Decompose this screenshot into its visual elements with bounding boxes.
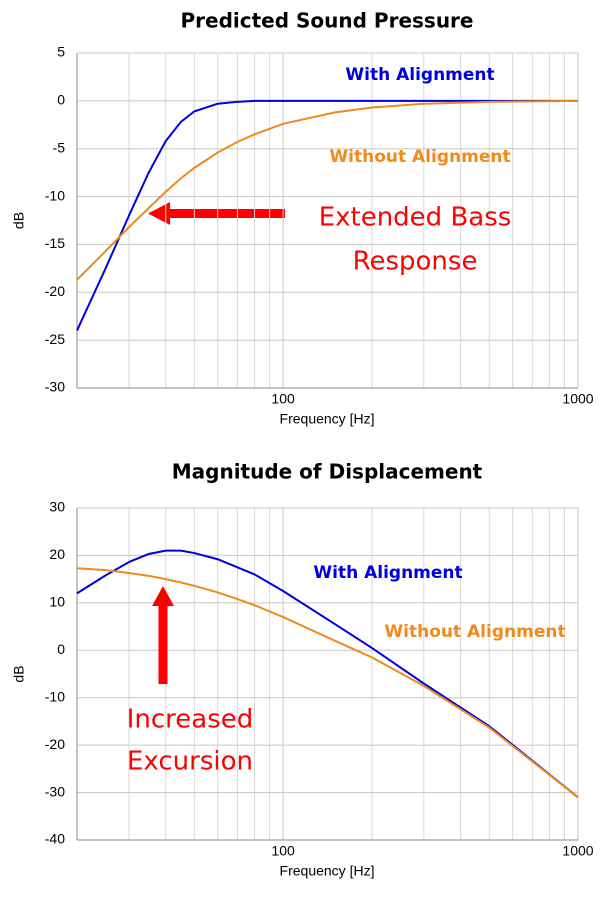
annotation: Increased bbox=[127, 705, 254, 735]
x-axis-label: Frequency [Hz] bbox=[280, 411, 375, 427]
y-tick-label: 0 bbox=[57, 92, 65, 108]
series-line bbox=[76, 549, 579, 799]
y-tick-label: -20 bbox=[45, 283, 65, 299]
legend-label: Without Alignment bbox=[384, 622, 565, 642]
y-tick-label: -25 bbox=[45, 331, 65, 347]
arrow-head bbox=[148, 202, 170, 225]
chart-title: Predicted Sound Pressure bbox=[181, 9, 474, 33]
series-line bbox=[76, 99, 578, 331]
legend-label: Without Alignment bbox=[329, 147, 510, 167]
y-tick-label: 10 bbox=[49, 594, 65, 610]
y-tick-label: 30 bbox=[49, 499, 65, 515]
annotation: Extended Bass bbox=[319, 203, 512, 233]
y-tick-label: 5 bbox=[57, 44, 65, 60]
y-tick-label: -5 bbox=[53, 139, 66, 155]
chart-title: Magnitude of Displacement bbox=[172, 460, 483, 484]
y-tick-label: -15 bbox=[45, 235, 65, 251]
x-axis-label: Frequency [Hz] bbox=[280, 863, 375, 879]
y-axis-label: dB bbox=[11, 212, 27, 229]
arrow bbox=[158, 600, 168, 684]
annotation: Response bbox=[353, 247, 478, 277]
series-line bbox=[76, 567, 579, 799]
arrow-head bbox=[152, 586, 174, 606]
y-tick-label: -10 bbox=[45, 688, 65, 704]
y-tick-label: -20 bbox=[45, 736, 65, 752]
legend-label: With Alignment bbox=[345, 65, 494, 85]
y-tick-label: -30 bbox=[45, 379, 65, 395]
x-tick-label: 100 bbox=[271, 391, 295, 407]
y-tick-label: 0 bbox=[57, 641, 65, 657]
arrow bbox=[160, 209, 285, 218]
series-line bbox=[76, 99, 579, 281]
y-tick-label: -10 bbox=[45, 187, 65, 203]
x-tick-label: 1000 bbox=[562, 391, 593, 407]
x-tick-label: 1000 bbox=[562, 843, 593, 859]
y-tick-label: -30 bbox=[45, 783, 65, 799]
y-tick-label: 20 bbox=[49, 546, 65, 562]
y-tick-label: -40 bbox=[45, 831, 65, 847]
annotation: Excursion bbox=[127, 747, 253, 777]
legend-label: With Alignment bbox=[313, 563, 462, 583]
y-axis-label: dB bbox=[11, 665, 27, 682]
x-tick-label: 100 bbox=[271, 843, 295, 859]
